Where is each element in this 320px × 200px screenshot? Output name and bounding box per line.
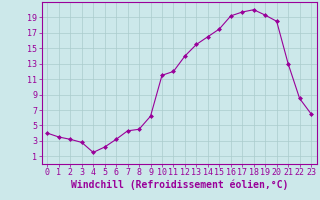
X-axis label: Windchill (Refroidissement éolien,°C): Windchill (Refroidissement éolien,°C) (70, 180, 288, 190)
